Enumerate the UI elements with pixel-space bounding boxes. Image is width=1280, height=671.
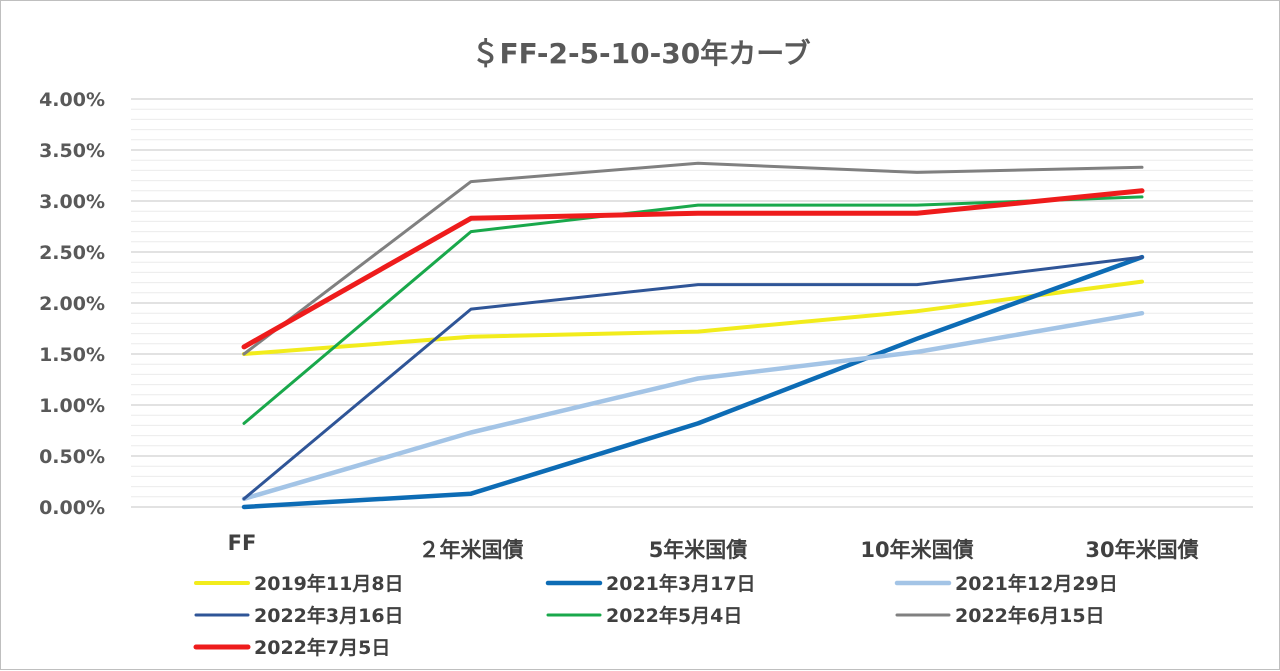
y-axis: 0.00% 0.50% 1.00% 1.50% 2.00% 2.50% 3.00% 3.50%… [39, 89, 105, 519]
legend-label: 2019年11月8日 [254, 572, 404, 595]
y-tick-label: 1.00% [39, 395, 105, 417]
y-tick-label: 4.00% [39, 89, 105, 111]
legend-label: 2022年3月16日 [254, 604, 404, 627]
x-tick-label: 10年米国債 [860, 538, 973, 562]
series-line [241, 188, 1145, 350]
series-line [242, 195, 1144, 425]
legend-label: 2022年6月15日 [955, 604, 1105, 627]
x-tick-label: ２年米国債 [419, 538, 524, 562]
y-tick-label: 3.50% [39, 140, 105, 162]
y-tick-label: 1.50% [39, 344, 105, 366]
x-tick-label: 5年米国債 [649, 538, 748, 562]
series-line [242, 161, 1144, 356]
x-axis: FF ２年米国債 5年米国債 10年米国債 30年米国債 [228, 531, 1199, 562]
grid-lines [131, 98, 1253, 508]
series-line [241, 254, 1145, 510]
x-tick-label: 30年米国債 [1085, 538, 1198, 562]
y-tick-label: 3.00% [39, 191, 105, 213]
series-line [241, 310, 1145, 502]
y-tick-label: 2.50% [39, 242, 105, 264]
y-tick-label: 0.50% [39, 446, 105, 468]
plot-area [241, 161, 1145, 510]
legend-label: 2021年3月17日 [606, 572, 756, 595]
series-line [242, 255, 1144, 501]
y-tick-label: 2.00% [39, 293, 105, 315]
legend-label: 2022年5月4日 [606, 604, 742, 627]
legend: 2019年11月8日 2021年3月17日 2021年12月29日 2022年3月16… [193, 572, 1118, 659]
legend-label: 2022年7月5日 [254, 636, 390, 659]
chart-title: ＄FF-2-5-10-30年カーブ [471, 37, 810, 70]
series-line [242, 279, 1144, 356]
legend-label: 2021年12月29日 [955, 572, 1118, 595]
x-tick-label: FF [228, 531, 257, 555]
y-tick-label: 0.00% [39, 497, 105, 519]
